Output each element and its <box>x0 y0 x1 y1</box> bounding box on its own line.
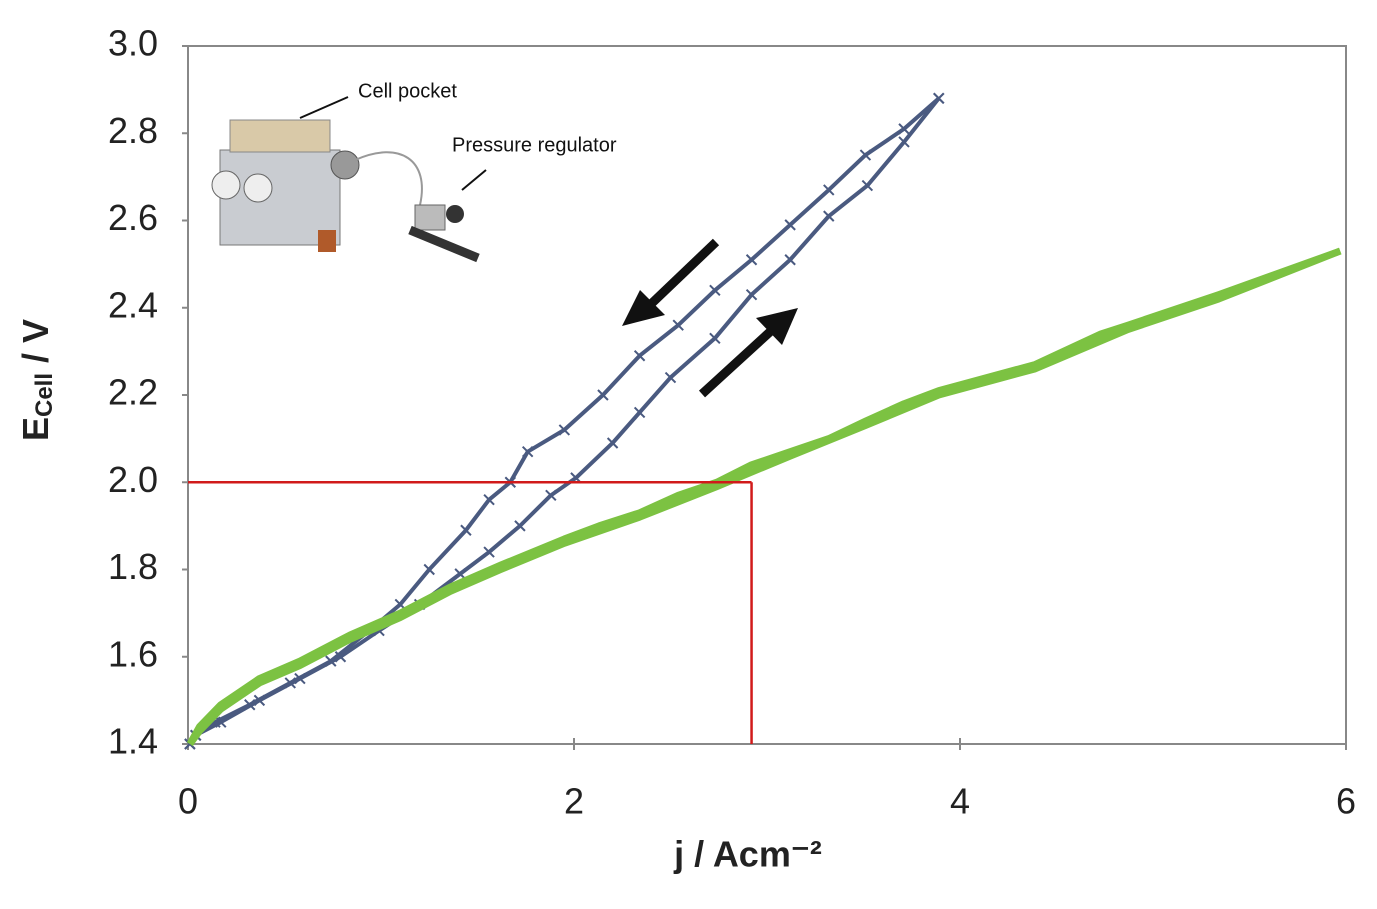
y-axis-label: ECell / V <box>15 319 59 441</box>
marker <box>597 389 609 401</box>
marker <box>933 92 945 105</box>
series-line <box>186 247 1342 746</box>
marker <box>244 699 256 711</box>
y-tick-label: 2.6 <box>108 197 158 238</box>
marker <box>859 149 872 161</box>
marker <box>633 350 646 362</box>
y-tick-label: 2.0 <box>108 459 158 500</box>
marker <box>558 424 571 436</box>
x-axis-label: j / Acm⁻² <box>673 834 822 875</box>
marker <box>606 437 619 449</box>
series-line <box>187 247 1342 747</box>
series-line <box>188 96 941 746</box>
y-tick-label: 3.0 <box>108 23 158 64</box>
marker <box>823 210 835 222</box>
marker <box>545 489 557 502</box>
plot-frame <box>187 45 1347 745</box>
x-tick-label: 2 <box>564 781 584 822</box>
marker <box>454 568 466 580</box>
marker <box>709 332 721 344</box>
x-tick-label: 4 <box>950 781 970 822</box>
y-tick-label: 1.6 <box>108 633 158 674</box>
y-tick-label: 2.2 <box>108 372 158 413</box>
marker <box>633 406 646 419</box>
y-label-main: E <box>15 417 56 441</box>
marker <box>898 136 910 148</box>
x-tick-label: 0 <box>178 781 198 822</box>
marker <box>745 288 758 301</box>
x-tick-label: 6 <box>1336 781 1356 822</box>
marker <box>664 371 677 384</box>
annotation: Pressure regulator <box>452 134 617 156</box>
marker <box>898 123 910 135</box>
marker <box>460 524 472 536</box>
marker <box>745 254 758 266</box>
marker <box>823 184 835 196</box>
marker <box>672 319 684 331</box>
marker <box>521 446 534 458</box>
marker <box>784 254 796 266</box>
y-tick-label: 1.4 <box>108 721 158 762</box>
y-label-sub: Cell <box>31 373 58 417</box>
y-tick-label: 2.8 <box>108 110 158 151</box>
marker <box>483 546 495 558</box>
marker <box>514 520 526 532</box>
device-image <box>211 96 487 263</box>
annotation: Cell pocket <box>358 80 457 102</box>
y-tick-label: 2.4 <box>108 284 158 325</box>
marker <box>284 677 296 689</box>
marker <box>334 651 347 663</box>
marker <box>325 655 337 667</box>
marker <box>483 493 495 506</box>
marker <box>861 179 874 192</box>
marker <box>784 219 796 231</box>
marker <box>423 563 435 576</box>
marker <box>709 284 721 297</box>
y-tick-label: 1.8 <box>108 546 158 587</box>
sweep-arrows <box>622 238 798 398</box>
y-label-unit: / V <box>15 319 56 373</box>
